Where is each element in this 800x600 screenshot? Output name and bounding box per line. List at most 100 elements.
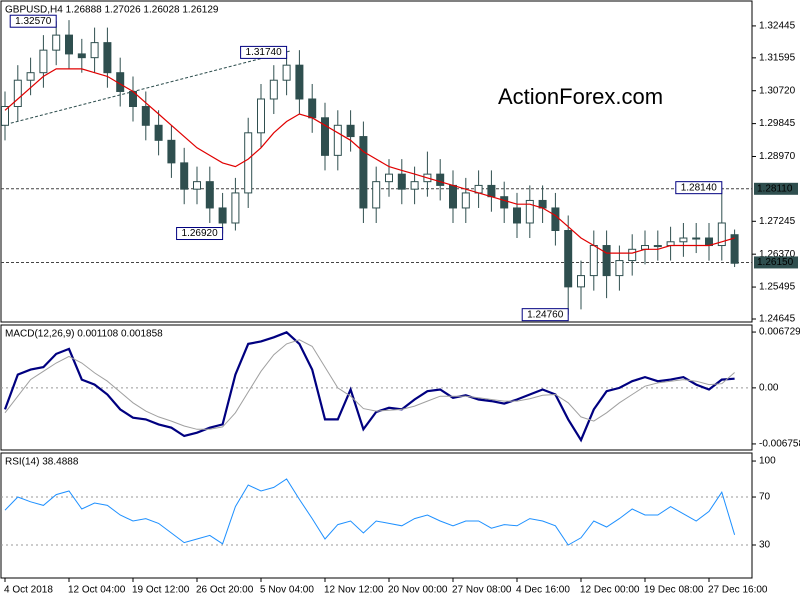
candle-body — [436, 173, 445, 186]
x-tick-label: 19 Dec 08:00 — [644, 585, 704, 596]
candle-body — [679, 237, 688, 243]
panel-frame — [0, 0, 753, 323]
annotation-label: 1.31740 — [246, 47, 283, 58]
y-tick-label: 1.31595 — [759, 52, 796, 63]
y-tick-label: 1.30720 — [759, 85, 796, 96]
x-tick-label: 20 Nov 00:00 — [388, 585, 448, 596]
indicator-line — [3, 331, 735, 443]
candle-body — [269, 79, 278, 100]
x-tick-label: 12 Oct 04:00 — [68, 585, 126, 596]
x-tick-label: 12 Nov 12:00 — [324, 585, 384, 596]
candle-body — [449, 184, 457, 209]
candle-body — [397, 173, 406, 190]
candle-body — [564, 230, 573, 288]
candle-body — [103, 42, 112, 74]
annotation-label: 1.28140 — [681, 182, 718, 193]
y-tick-label: 1.28970 — [759, 151, 796, 162]
x-tick-label: 4 Dec 16:00 — [516, 585, 570, 596]
candle-body — [1, 106, 9, 126]
candle-body — [13, 79, 22, 108]
candle-body — [141, 106, 150, 126]
candle-body — [90, 42, 99, 59]
plot-area — [1, 331, 752, 443]
candle-body — [205, 181, 214, 209]
candle-body — [461, 192, 470, 209]
candle-body — [321, 117, 329, 156]
plot-area — [1, 20, 752, 315]
watermark: ActionForex.com — [498, 84, 663, 109]
candle-body — [282, 64, 291, 81]
y-tick-label: 30 — [759, 540, 771, 551]
y-tick-label: 1.29845 — [759, 118, 796, 129]
candle-body — [525, 199, 534, 224]
candle-body — [154, 124, 163, 141]
candle-body — [39, 49, 48, 74]
level-box — [754, 256, 798, 269]
y-tick-label: 1.32445 — [759, 21, 796, 32]
candle-body — [692, 237, 701, 240]
annotation-box — [240, 45, 288, 59]
level-label: 1.26150 — [757, 257, 794, 268]
y-tick-label: 0.00 — [759, 383, 779, 394]
candle-body — [295, 64, 304, 100]
y-tick-label: 1.27245 — [759, 216, 796, 227]
candle-body — [26, 72, 35, 81]
candle-body — [589, 245, 598, 277]
candle-body — [628, 248, 637, 262]
annotation-box — [176, 227, 224, 241]
candle-body — [333, 124, 342, 156]
x-tick-label: 12 Dec 00:00 — [580, 585, 640, 596]
x-tick-label: 27 Nov 08:00 — [452, 585, 512, 596]
candle-body — [65, 34, 73, 55]
candle-body — [602, 245, 611, 277]
candle-body — [487, 184, 496, 198]
annotation-box — [521, 308, 569, 322]
candle-body — [359, 136, 368, 209]
y-tick-label: 1.26370 — [759, 249, 796, 260]
y-tick-label: 1.24645 — [759, 314, 796, 325]
candle-body — [653, 245, 662, 248]
annotation-box — [9, 14, 57, 28]
candle-body — [193, 181, 201, 190]
indicator-line — [4, 339, 735, 430]
indicator-line — [4, 478, 736, 546]
x-tick-label: 19 Oct 12:00 — [132, 585, 190, 596]
annotation-label: 1.32570 — [15, 16, 52, 27]
candle-body — [513, 207, 521, 224]
annotation-label: 1.24760 — [527, 309, 564, 320]
candle-body — [551, 207, 560, 232]
level-label: 1.28110 — [757, 183, 793, 194]
annotation-label: 1.26920 — [182, 228, 219, 239]
candle-body — [410, 181, 419, 190]
candle-body — [180, 162, 189, 190]
candle-body — [257, 98, 265, 134]
candle-body — [717, 222, 726, 247]
candle-body — [615, 260, 624, 277]
candle-body — [346, 124, 355, 138]
panel-title: GBPUSD,H4 1.26888 1.27026 1.26028 1.2612… — [5, 5, 219, 16]
candle-body — [308, 98, 317, 119]
y-tick-label: 70 — [759, 492, 771, 503]
x-tick-label: 26 Oct 20:00 — [196, 585, 254, 596]
y-tick-label: 100 — [759, 456, 776, 467]
x-tick-label: 5 Nov 04:00 — [260, 585, 314, 596]
candle-body — [218, 207, 227, 224]
level-box — [754, 182, 798, 195]
candle-body — [730, 234, 739, 264]
candle-body — [244, 132, 253, 194]
panel-title: RSI(14) 38.4888 — [5, 457, 79, 468]
candle-body — [500, 196, 509, 209]
candle-body — [577, 275, 585, 288]
panel-title: MACD(12,26,9) 0.001108 0.001858 — [5, 329, 163, 340]
x-tick-label: 4 Oct 2018 — [4, 585, 53, 596]
y-tick-label: 0.006729 — [759, 327, 800, 338]
candle-body — [231, 192, 240, 224]
candle-body — [167, 139, 176, 164]
candle-body — [372, 181, 381, 209]
candle-body — [385, 173, 393, 183]
y-tick-label: -0.006758 — [759, 439, 800, 450]
annotation-box — [675, 181, 723, 195]
candle-body — [52, 34, 61, 51]
x-tick-label: 27 Dec 16:00 — [708, 585, 768, 596]
y-tick-label: 1.25495 — [759, 282, 796, 293]
